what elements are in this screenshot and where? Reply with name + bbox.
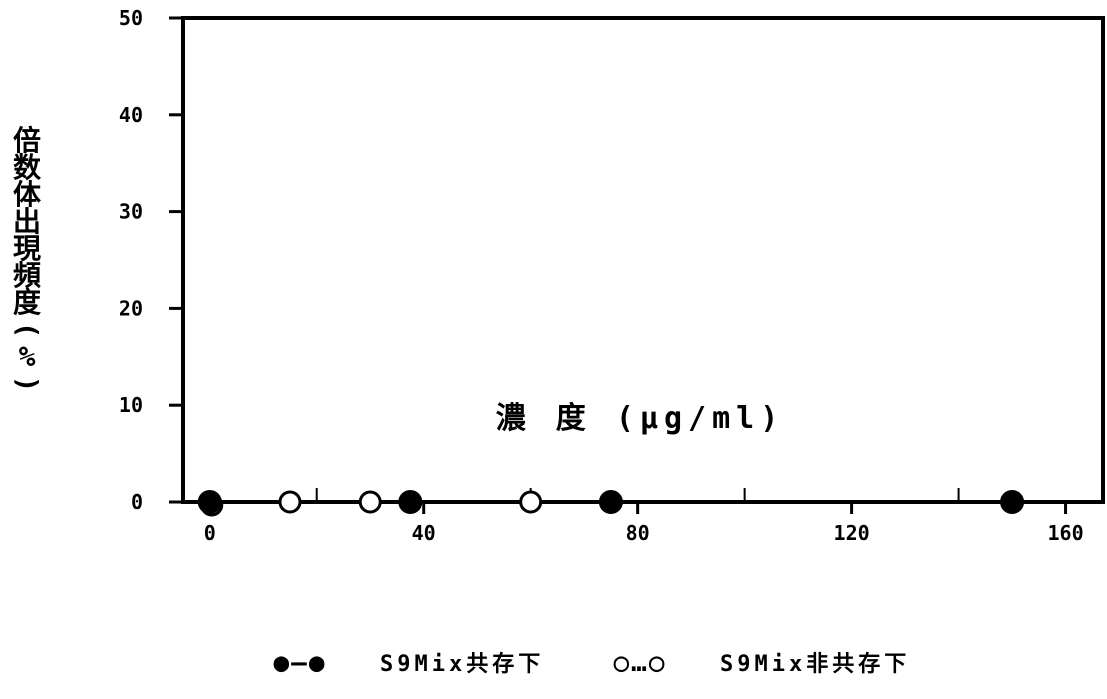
data-point-filled — [1000, 490, 1025, 514]
legend-label: S9Mix非共存下 — [720, 651, 910, 677]
y-axis-ticks: 0 10 20 30 40 50 — [119, 6, 183, 514]
legend-symbol: ●―● — [274, 648, 327, 678]
y-axis-title-char: 度 — [13, 286, 41, 319]
y-axis-title-char: 現 — [13, 232, 41, 265]
data-point-open — [519, 490, 543, 514]
y-axis-title-char: 数 — [13, 151, 42, 184]
y-tick-label: 0 — [131, 490, 143, 514]
y-axis-title-char: 倍 — [13, 124, 41, 157]
legend-label: S9Mix共存下 — [380, 651, 544, 677]
y-axis-title-char: 体 — [13, 178, 42, 211]
y-tick-label: 10 — [119, 393, 143, 417]
legend: ●―● S9Mix共存下 ○…○ S9Mix非共存下 — [274, 648, 910, 678]
x-tick-label: 120 — [834, 521, 870, 545]
series-layer — [197, 490, 1025, 517]
x-tick-label: 160 — [1047, 521, 1083, 545]
data-point-filled — [598, 490, 623, 514]
x-tick-label: 80 — [626, 521, 650, 545]
y-axis-title-char: 出 — [13, 205, 41, 238]
data-point-filled — [197, 490, 222, 514]
y-axis-title-char: ( — [11, 322, 44, 339]
x-tick-label: 0 — [204, 521, 216, 545]
y-axis-title-char: ) — [11, 376, 44, 393]
y-tick-label: 40 — [119, 103, 143, 127]
y-tick-label: 30 — [119, 200, 143, 224]
data-point-open — [358, 490, 382, 514]
data-point-open — [278, 490, 302, 514]
y-tick-label: 50 — [119, 6, 143, 30]
y-axis-title-char: 頻 — [13, 259, 41, 292]
y-axis-title-char: % — [19, 340, 36, 373]
x-axis-ticks: 0 40 80 120 160 — [204, 488, 1084, 545]
data-point-filled — [398, 490, 423, 514]
legend-symbol: ○…○ — [614, 648, 667, 678]
y-tick-label: 20 — [119, 296, 143, 320]
x-axis-title: 濃 度 (μg/ml) — [496, 401, 785, 436]
x-tick-label: 40 — [412, 521, 436, 545]
